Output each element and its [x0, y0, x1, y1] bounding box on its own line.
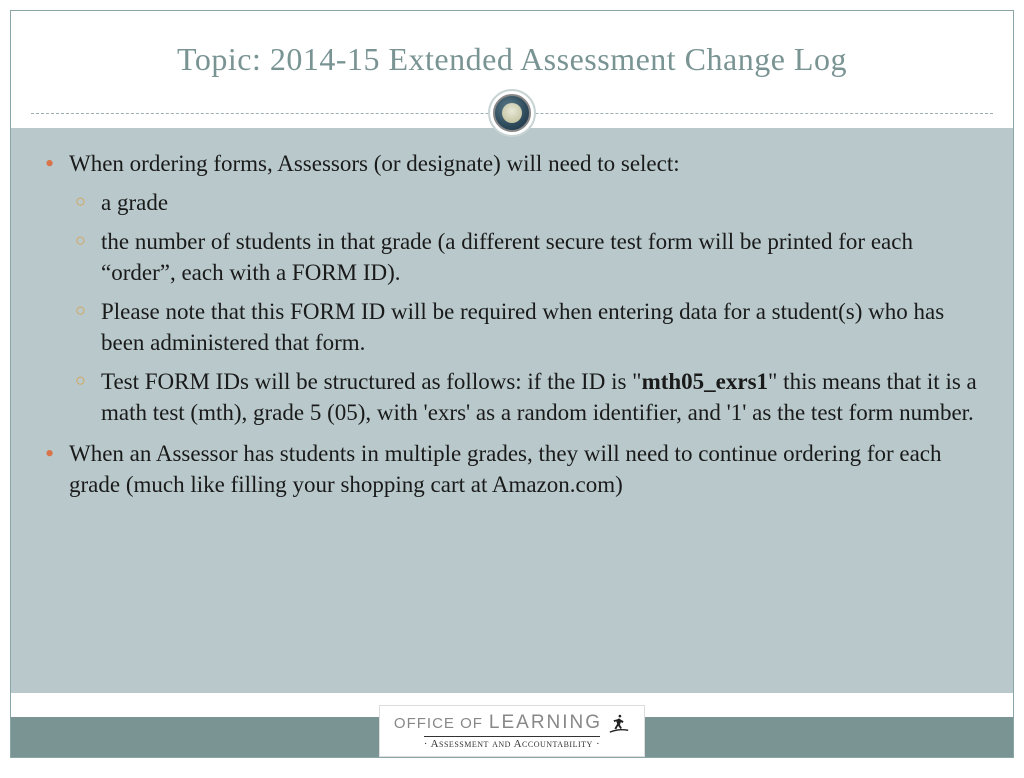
sub-list-item: Test FORM IDs will be structured as foll…: [69, 366, 983, 428]
list-item: When an Assessor has students in multipl…: [41, 438, 983, 500]
content-area: When ordering forms, Assessors (or desig…: [11, 128, 1013, 693]
sub-item-text: the number of students in that grade (a …: [101, 229, 913, 285]
runner-icon: [608, 712, 630, 734]
footer-logo-line1: OFFICE OF LEARNING: [394, 712, 630, 734]
list-item: When ordering forms, Assessors (or desig…: [41, 148, 983, 428]
seal-icon: [488, 89, 536, 137]
footer-bar: OFFICE OF LEARNING · Assessment and Acco…: [11, 717, 1013, 757]
list-item-text: When ordering forms, Assessors (or desig…: [69, 151, 680, 176]
list-item-text: When an Assessor has students in multipl…: [69, 441, 942, 497]
sub-item-text-bold: mth05_exrs1: [642, 369, 768, 394]
title-area: Topic: 2014-15 Extended Assessment Chang…: [11, 11, 1013, 98]
divider: [11, 98, 1013, 128]
slide-container: Topic: 2014-15 Extended Assessment Chang…: [10, 10, 1014, 758]
footer-logo-line2: · Assessment and Accountability ·: [424, 736, 600, 750]
sub-item-text-pre: Test FORM IDs will be structured as foll…: [101, 369, 642, 394]
sub-list-item: Please note that this FORM ID will be re…: [69, 296, 983, 358]
sub-list-item: a grade: [69, 187, 983, 218]
sub-list-item: the number of students in that grade (a …: [69, 226, 983, 288]
sub-item-text: Please note that this FORM ID will be re…: [101, 299, 944, 355]
footer-prefix: OFFICE OF: [394, 715, 483, 732]
footer-main: LEARNING: [489, 712, 602, 734]
slide-title: Topic: 2014-15 Extended Assessment Chang…: [51, 41, 973, 78]
sub-item-text: a grade: [101, 190, 168, 215]
sub-list: a grade the number of students in that g…: [69, 187, 983, 428]
bullet-list: When ordering forms, Assessors (or desig…: [41, 148, 983, 500]
footer-logo: OFFICE OF LEARNING · Assessment and Acco…: [379, 705, 645, 757]
